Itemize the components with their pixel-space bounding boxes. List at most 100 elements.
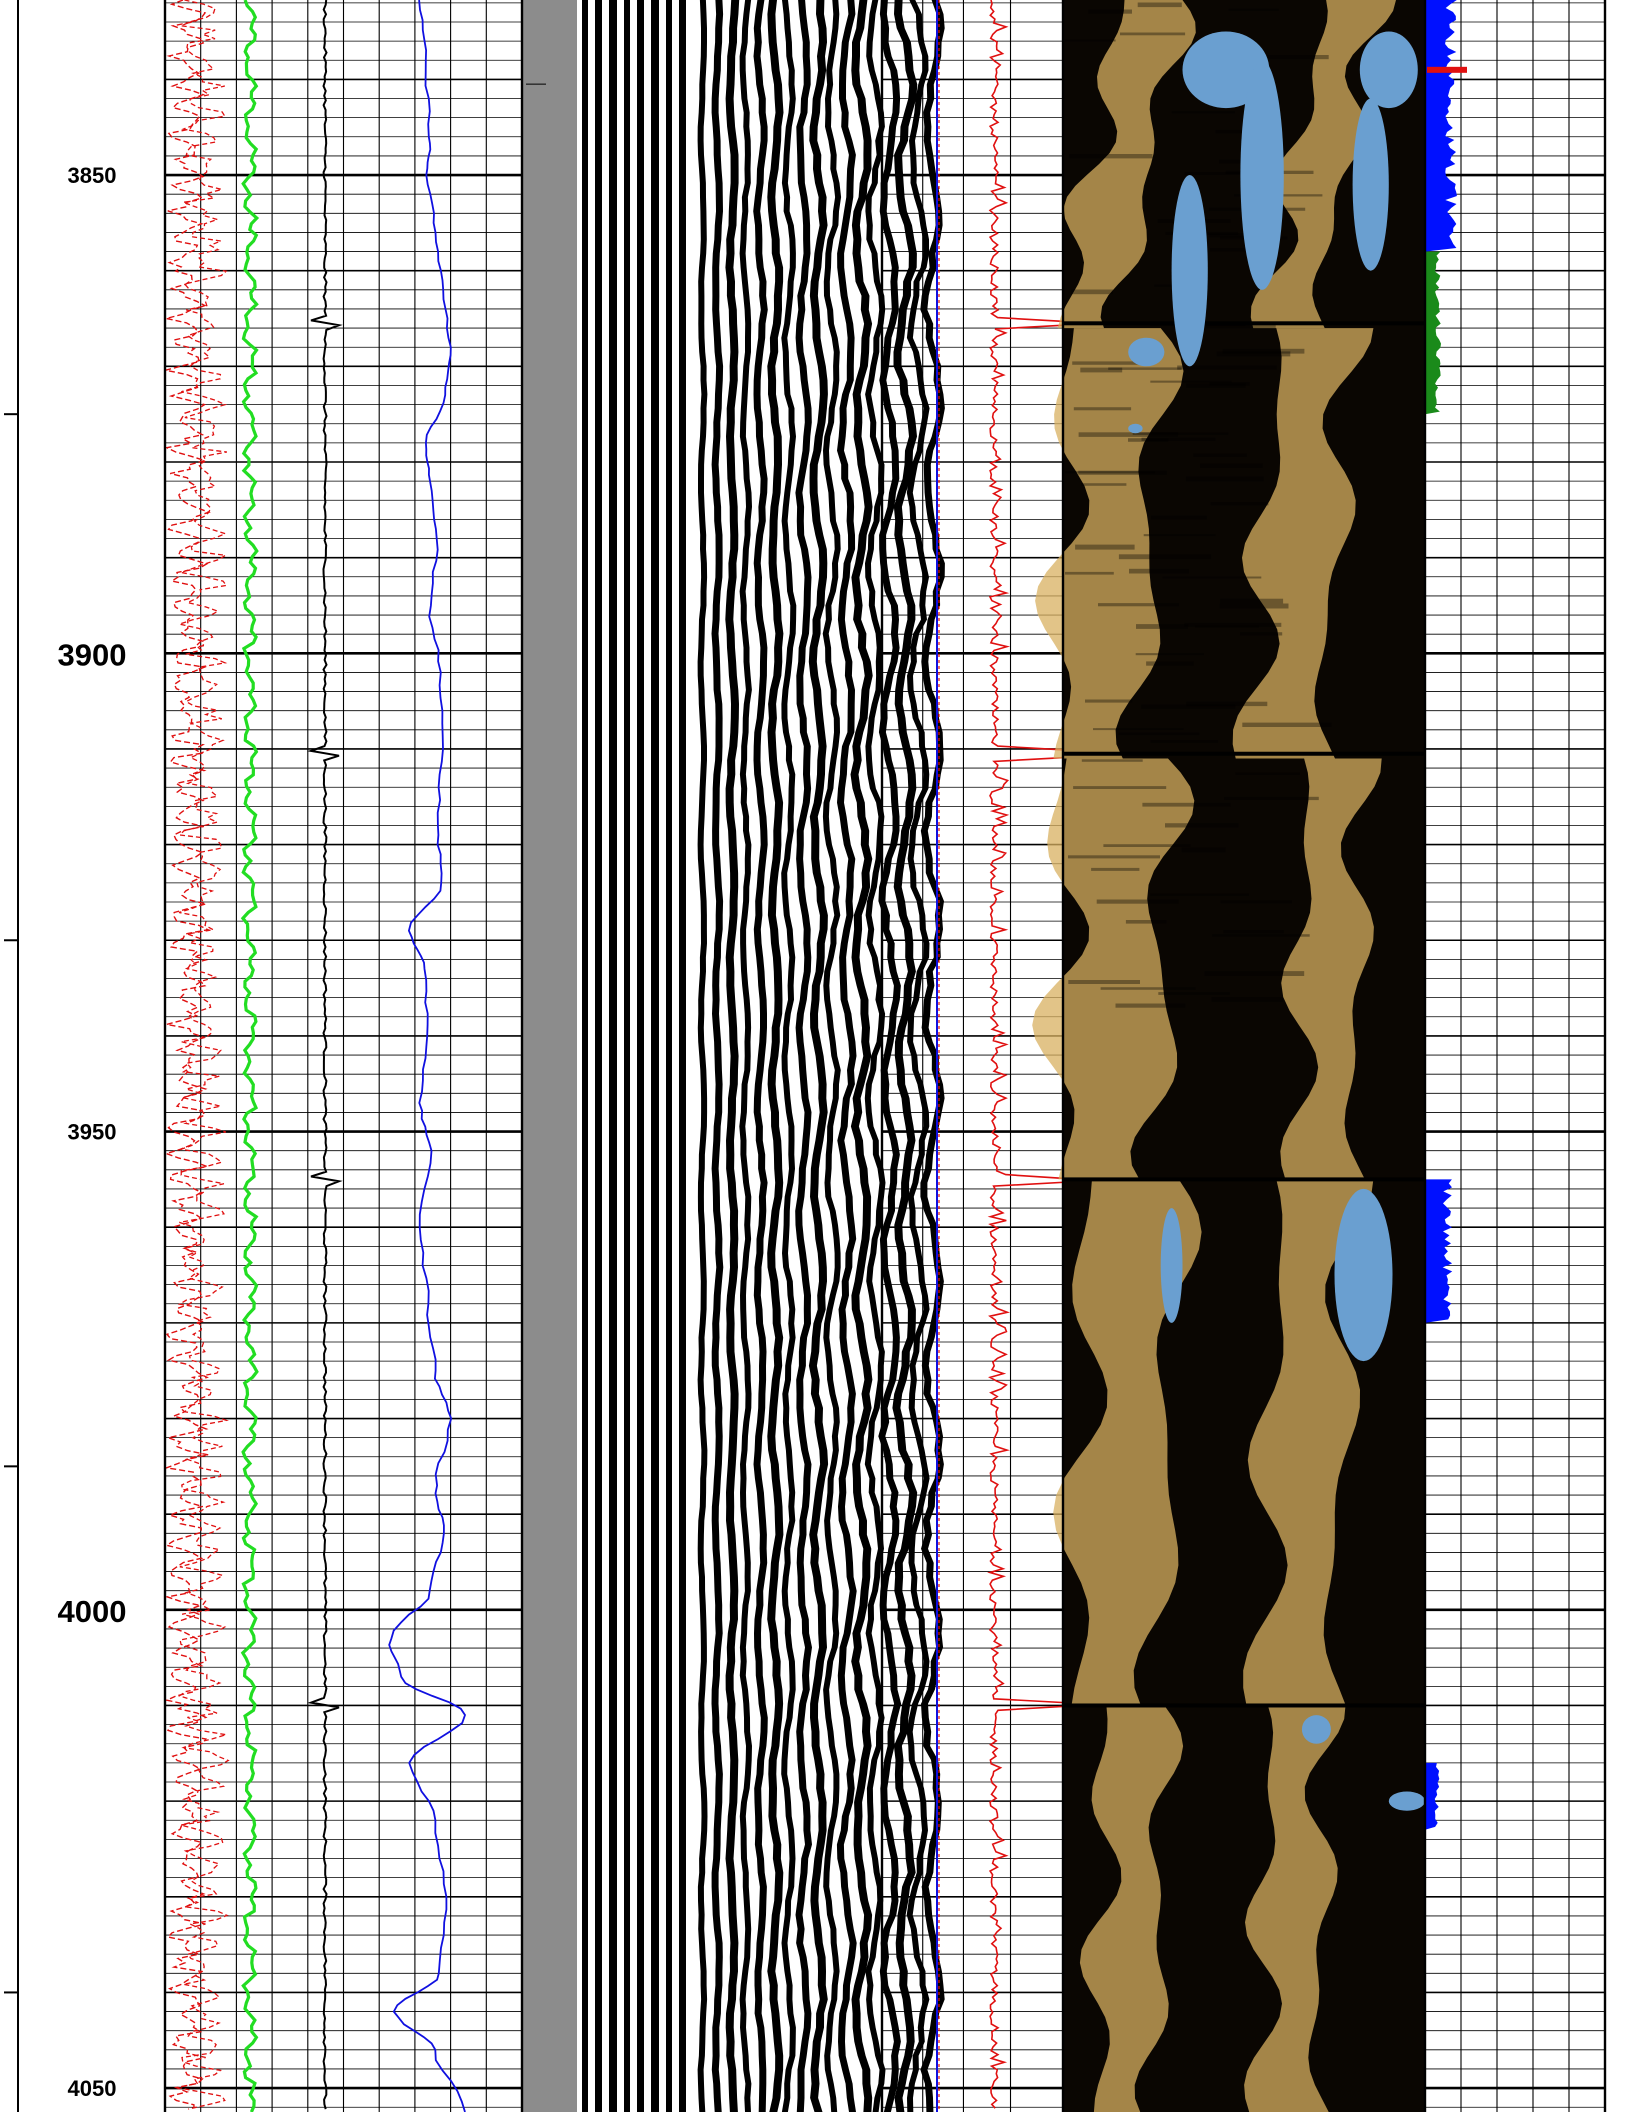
image-streak xyxy=(1098,603,1180,607)
image-streak xyxy=(1078,470,1167,475)
image-streak xyxy=(1181,847,1226,853)
image-streak xyxy=(1222,348,1305,354)
image-gold-band xyxy=(1035,328,1184,759)
vdl-band xyxy=(878,0,902,2112)
image-streak xyxy=(1081,483,1127,486)
vdl-band xyxy=(697,0,708,2112)
image-streak xyxy=(1150,893,1249,896)
vdl-band xyxy=(920,0,945,2112)
image-streak xyxy=(1184,622,1282,627)
image-streak xyxy=(1228,8,1279,11)
image-streak xyxy=(1065,571,1114,575)
image-blue-blob xyxy=(1160,1208,1183,1323)
image-streak xyxy=(1068,154,1153,159)
image-streak xyxy=(1218,159,1261,164)
image-streak xyxy=(1216,351,1291,357)
track-3-grid xyxy=(881,0,1064,2112)
black-curve xyxy=(307,0,343,2110)
image-streak xyxy=(1137,2,1182,8)
vdl-band xyxy=(624,0,630,2112)
image-streak xyxy=(1118,732,1200,736)
image-event-line xyxy=(1063,1703,1425,1708)
image-streak xyxy=(1150,515,1207,520)
image-streak xyxy=(1195,625,1259,628)
red-curve-track3 xyxy=(987,0,1065,2109)
image-gold-band xyxy=(1032,758,1195,1180)
depth-label: 4050 xyxy=(68,2076,117,2101)
image-streak xyxy=(1142,802,1231,807)
vdl-band xyxy=(637,0,644,2112)
image-streak xyxy=(1220,598,1284,604)
depth-axis-labels: 3850 3900 3950 4000 4050 xyxy=(4,0,126,2112)
vdl-band xyxy=(651,0,659,2112)
image-streak xyxy=(1186,383,1246,388)
vdl-band xyxy=(711,0,724,2112)
vdl-band xyxy=(892,0,918,2112)
image-streak xyxy=(1091,867,1140,871)
image-streak xyxy=(1150,739,1219,743)
image-streak xyxy=(1125,920,1167,924)
track-5-curves xyxy=(1424,0,1606,2112)
image-streak xyxy=(1184,172,1267,175)
image-blue-blob xyxy=(1301,1715,1331,1744)
image-streak xyxy=(1120,32,1186,36)
vdl-band xyxy=(739,0,752,2112)
vdl-band xyxy=(725,0,740,2112)
image-streak xyxy=(1211,997,1283,1002)
image-gold-band xyxy=(1280,758,1382,1180)
vdl-band xyxy=(679,0,686,2112)
track-1-grid xyxy=(164,0,522,2112)
image-streak xyxy=(1185,476,1264,482)
vdl-band xyxy=(753,0,768,2112)
image-streak xyxy=(1073,407,1132,411)
image-streak xyxy=(1072,361,1147,365)
image-streak xyxy=(1235,772,1301,776)
image-streak xyxy=(1141,437,1216,441)
image-streak xyxy=(1128,438,1169,442)
image-streak xyxy=(1199,463,1263,468)
image-gold-band xyxy=(1250,0,1396,329)
image-streak xyxy=(1158,992,1230,995)
image-streak xyxy=(1193,453,1247,458)
image-blue-blob xyxy=(1240,60,1284,290)
green-curve xyxy=(240,0,260,2112)
image-streak xyxy=(1108,367,1182,370)
image-streak xyxy=(1208,233,1250,238)
image-gold-band xyxy=(1053,1179,1202,1706)
depth-label: 3900 xyxy=(58,637,127,672)
red-curve xyxy=(163,0,211,2110)
depth-label: 3850 xyxy=(68,163,117,188)
image-streak xyxy=(1081,759,1143,762)
vdl-band xyxy=(666,0,672,2112)
image-gold-band xyxy=(1232,328,1374,759)
image-blue-blob xyxy=(1352,98,1389,271)
image-streak xyxy=(1210,501,1269,506)
image-streak xyxy=(1118,554,1212,560)
image-streak xyxy=(1242,722,1332,727)
image-gold-band xyxy=(1079,1705,1184,2112)
vdl-band xyxy=(906,0,930,2112)
image-gold-band xyxy=(1057,0,1196,329)
track-4-image xyxy=(1032,0,1425,2112)
image-streak xyxy=(1129,568,1189,574)
image-streak xyxy=(1132,432,1229,435)
track-2-variable-density xyxy=(522,0,945,2112)
track-5-grid xyxy=(1424,0,1606,2112)
image-streak xyxy=(1220,900,1293,904)
image-event-line xyxy=(1063,1177,1425,1182)
image-blue-blob xyxy=(1171,175,1208,367)
image-streak xyxy=(1171,111,1235,114)
vdl-band xyxy=(850,0,873,2112)
image-streak xyxy=(1065,471,1156,474)
image-streak xyxy=(1192,324,1276,329)
image-streak xyxy=(1143,534,1216,537)
vdl-band xyxy=(781,0,797,2112)
image-streak xyxy=(1078,432,1179,437)
image-streak xyxy=(1064,39,1116,42)
image-event-line xyxy=(1063,751,1425,756)
vdl-band xyxy=(808,0,829,2112)
image-event-line xyxy=(1063,321,1425,326)
vdl-band xyxy=(767,0,784,2112)
image-streak xyxy=(1075,544,1135,550)
image-streak xyxy=(1223,929,1284,934)
